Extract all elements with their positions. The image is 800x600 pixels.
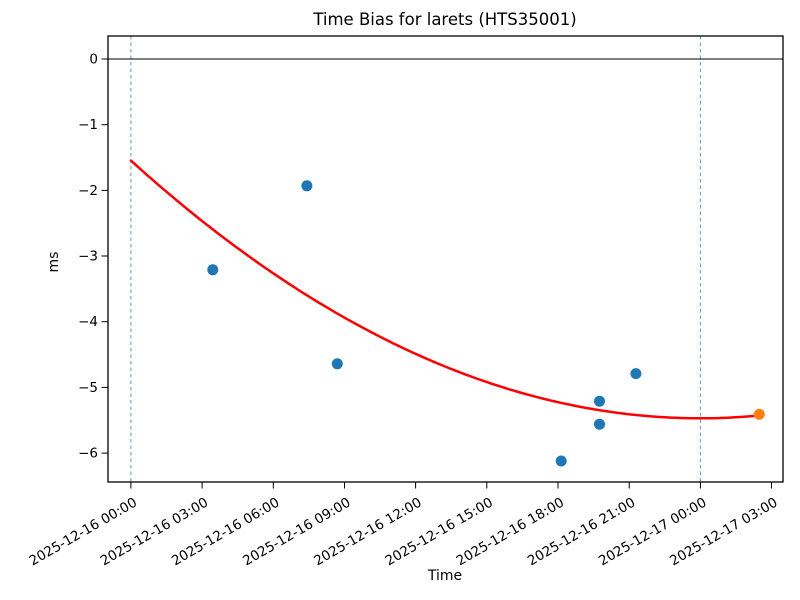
- observed-bias-point: [555, 455, 567, 467]
- y-tick-label: −5: [78, 380, 98, 396]
- y-tick-label: −6: [78, 446, 98, 462]
- latest-bias-point: [753, 408, 765, 420]
- day-boundary-lines: [130, 36, 701, 482]
- observed-bias-point: [301, 180, 313, 192]
- observed-bias-point: [630, 368, 642, 380]
- chart-title: Time Bias for larets (HTS35001): [312, 10, 576, 29]
- observed-bias-point: [331, 358, 343, 370]
- y-axis-label: ms: [46, 252, 62, 273]
- fit-curve-line: [129, 159, 761, 420]
- fit-curve-layer: [129, 159, 761, 420]
- y-tick-label: −1: [78, 117, 98, 133]
- observed-bias-point: [594, 418, 605, 430]
- y-tick-label: −3: [78, 249, 98, 265]
- observed-bias-point: [594, 395, 605, 407]
- x-axis-label: Time: [427, 568, 462, 584]
- y-tick-label: −4: [78, 314, 98, 330]
- y-axis-ticks: 0 −1 −2 −3 −4 −5 −6: [78, 52, 108, 462]
- y-tick-label: −2: [78, 183, 98, 199]
- plot-border: [107, 35, 784, 483]
- observed-bias-point: [207, 264, 219, 276]
- y-tick-label: 0: [89, 52, 98, 68]
- scatter-points: [207, 180, 765, 467]
